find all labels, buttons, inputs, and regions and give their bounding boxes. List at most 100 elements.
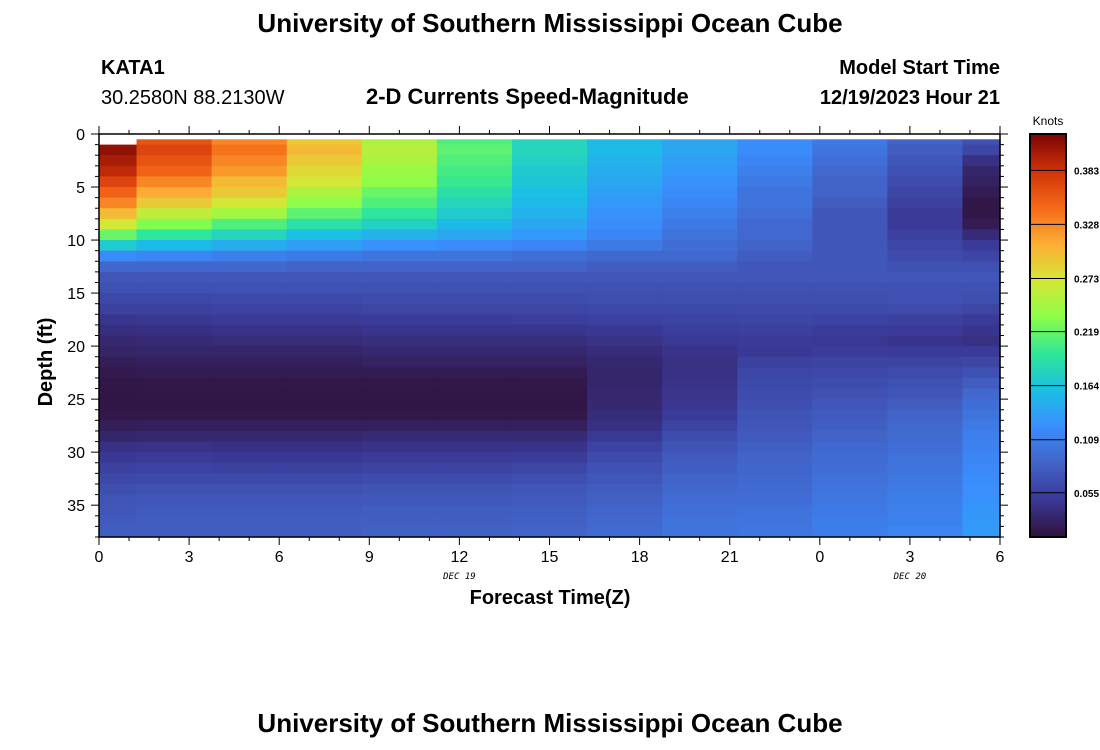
heatmap-cell <box>211 282 288 294</box>
heatmap-cell <box>511 515 588 527</box>
heatmap-cell <box>812 441 888 453</box>
heatmap-cell <box>286 377 363 390</box>
heatmap-cell <box>511 483 588 496</box>
heatmap-cell <box>511 303 588 315</box>
heatmap-cell <box>211 377 288 390</box>
heatmap-cell <box>211 420 288 432</box>
heatmap-cell <box>136 155 213 167</box>
heatmap-cell <box>211 462 288 474</box>
heatmap-cell <box>99 483 138 496</box>
heatmap-cell <box>99 187 138 199</box>
heatmap-cell <box>99 515 138 527</box>
heatmap-cell <box>812 483 888 496</box>
heatmap-cell <box>812 144 888 156</box>
heatmap-cell <box>136 462 213 474</box>
heatmap-cell <box>662 139 738 146</box>
heatmap-cell <box>511 356 588 368</box>
heatmap-cell <box>99 144 138 156</box>
heatmap-cell <box>436 441 513 453</box>
heatmap-cell <box>587 377 663 390</box>
heatmap-cell <box>737 409 813 421</box>
heatmap-cell <box>587 324 663 337</box>
heatmap-cell <box>511 271 588 284</box>
heatmap-cell <box>662 483 738 496</box>
y-tick-label: 10 <box>67 233 85 250</box>
heatmap-cell <box>887 208 964 220</box>
heatmap-cell <box>436 324 513 337</box>
date-label: DEC 20 <box>893 572 927 582</box>
heatmap-cell <box>436 409 513 421</box>
heatmap-cell <box>361 515 438 527</box>
heatmap-cell <box>962 271 1001 284</box>
heatmap-cell <box>737 218 813 231</box>
heatmap-cell <box>211 452 288 464</box>
heatmap-cell <box>511 430 588 443</box>
y-tick-label: 25 <box>67 392 85 409</box>
heatmap-cell <box>361 165 438 178</box>
x-tick-label: 3 <box>905 549 914 566</box>
heatmap-cell <box>587 197 663 209</box>
heatmap-cell <box>286 250 363 262</box>
heatmap-cell <box>511 176 588 188</box>
heatmap-cell <box>99 388 138 400</box>
heatmap-cell <box>587 505 663 517</box>
heatmap-cell <box>587 420 663 432</box>
heatmap-cell <box>887 155 964 167</box>
heatmap-cell <box>211 388 288 400</box>
heatmap-cell <box>511 335 588 347</box>
heatmap-cell <box>136 208 213 220</box>
heatmap-cell <box>662 526 738 538</box>
heatmap-cell <box>286 409 363 421</box>
heatmap-cell <box>962 388 1001 400</box>
heatmap-cell <box>211 271 288 284</box>
heatmap-cell <box>737 367 813 379</box>
heatmap-cell <box>662 250 738 262</box>
heatmap-cell <box>436 282 513 294</box>
heatmap-cell <box>962 377 1001 390</box>
x-tick-label: 12 <box>451 549 469 566</box>
heatmap-cell <box>962 494 1001 506</box>
heatmap-cell <box>737 139 813 146</box>
heatmap-cell <box>286 399 363 411</box>
heatmap-cell <box>211 314 288 326</box>
heatmap-cell <box>436 420 513 432</box>
heatmap-cell <box>436 261 513 273</box>
heatmap-cell <box>962 441 1001 453</box>
heatmap-cell <box>587 494 663 506</box>
heatmap-cell <box>887 515 964 527</box>
date-label: DEC 19 <box>442 572 476 582</box>
heatmap-cell <box>962 526 1001 538</box>
heatmap-cell <box>511 165 588 178</box>
heatmap-cell <box>511 473 588 485</box>
heatmap-cell <box>511 377 588 390</box>
heatmap-cell <box>211 324 288 337</box>
heatmap-cell <box>211 505 288 517</box>
heatmap-cell <box>286 176 363 188</box>
heatmap-cell <box>99 473 138 485</box>
heatmap-cell <box>286 261 363 273</box>
heatmap-cell <box>737 399 813 411</box>
heatmap-cell <box>361 399 438 411</box>
heatmap-cell <box>136 271 213 284</box>
heatmap-cell <box>812 462 888 474</box>
heatmap-cell <box>99 346 138 358</box>
heatmap-cell <box>587 515 663 527</box>
colorbar-tick-label: 0.328 <box>1074 220 1099 231</box>
heatmap-cell <box>511 420 588 432</box>
heatmap-cell <box>887 441 964 453</box>
heatmap-cell <box>662 176 738 188</box>
heatmap-cell <box>737 494 813 506</box>
y-axis-label: Depth (ft) <box>35 318 57 407</box>
heatmap-cell <box>737 303 813 315</box>
heatmap-cell <box>737 197 813 209</box>
heatmap-cell <box>211 494 288 506</box>
heatmap-cell <box>211 409 288 421</box>
heatmap-cell <box>136 356 213 368</box>
heatmap-cell <box>361 356 438 368</box>
heatmap-cell <box>962 515 1001 527</box>
heatmap-cell <box>587 452 663 464</box>
heatmap-cell <box>962 197 1001 209</box>
heatmap-cell <box>361 261 438 273</box>
heatmap-cell <box>286 505 363 517</box>
heatmap-cell <box>361 388 438 400</box>
